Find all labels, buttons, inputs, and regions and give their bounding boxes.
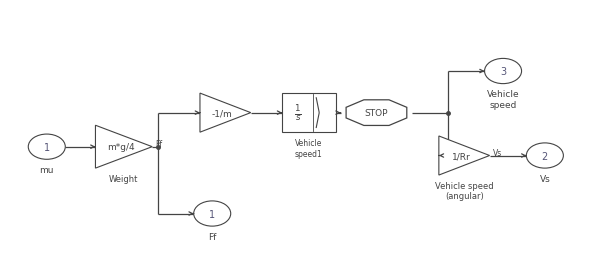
Polygon shape — [95, 126, 152, 168]
Polygon shape — [200, 94, 251, 133]
Text: Weight: Weight — [109, 174, 139, 183]
Ellipse shape — [485, 59, 521, 84]
Text: 1/Rr: 1/Rr — [452, 151, 470, 160]
Text: Vehicle
speed: Vehicle speed — [487, 90, 520, 109]
Text: 1: 1 — [44, 142, 50, 152]
Text: $\frac{1}{s}$: $\frac{1}{s}$ — [295, 103, 302, 123]
Text: Vehicle
speed1: Vehicle speed1 — [295, 139, 323, 158]
Text: Vs: Vs — [539, 174, 550, 183]
Text: mu: mu — [40, 165, 54, 174]
FancyBboxPatch shape — [282, 94, 336, 133]
Text: m*g/4: m*g/4 — [107, 142, 134, 152]
Text: Vs: Vs — [493, 148, 502, 157]
Ellipse shape — [526, 143, 563, 168]
Polygon shape — [346, 100, 407, 126]
Text: 1: 1 — [209, 209, 215, 219]
Text: Ff: Ff — [208, 232, 217, 241]
Text: 3: 3 — [500, 67, 506, 77]
Text: -1/m: -1/m — [212, 109, 233, 118]
Ellipse shape — [194, 201, 231, 226]
Ellipse shape — [28, 135, 65, 160]
Text: Ff: Ff — [155, 140, 162, 149]
Polygon shape — [439, 136, 490, 175]
Text: Vehicle speed
(angular): Vehicle speed (angular) — [435, 181, 494, 200]
Text: 2: 2 — [542, 151, 548, 161]
Text: STOP: STOP — [365, 109, 388, 118]
